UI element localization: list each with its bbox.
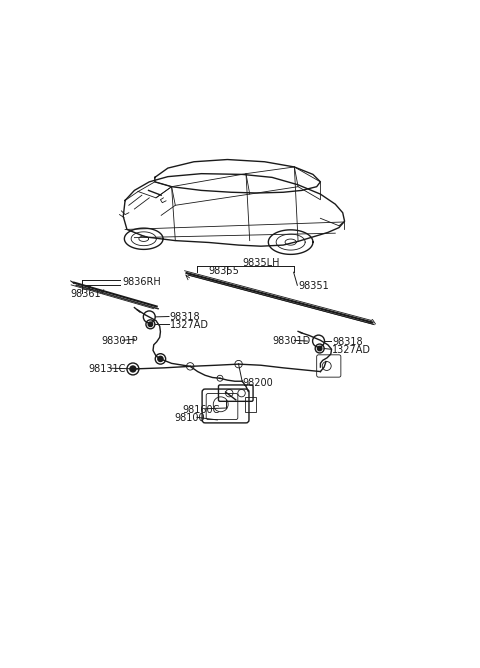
Text: 98318: 98318 <box>170 312 200 322</box>
Circle shape <box>148 322 153 327</box>
Text: 98301P: 98301P <box>101 336 138 345</box>
Text: 98100: 98100 <box>175 413 205 423</box>
Circle shape <box>130 366 136 372</box>
Text: 1327AD: 1327AD <box>170 320 209 330</box>
Text: 1327AD: 1327AD <box>332 345 372 355</box>
Text: 9835LH: 9835LH <box>242 258 280 268</box>
Circle shape <box>158 356 163 361</box>
Text: 98318: 98318 <box>332 337 363 347</box>
Text: 9836RH: 9836RH <box>122 277 161 287</box>
Text: 98351: 98351 <box>298 281 329 291</box>
Text: 98200: 98200 <box>242 377 273 387</box>
Text: 98160C: 98160C <box>183 405 220 415</box>
Circle shape <box>317 346 322 351</box>
Text: 98131C: 98131C <box>88 364 125 374</box>
Text: 98301D: 98301D <box>273 336 311 346</box>
Text: 98355: 98355 <box>209 267 240 277</box>
Text: 98361: 98361 <box>71 289 101 299</box>
